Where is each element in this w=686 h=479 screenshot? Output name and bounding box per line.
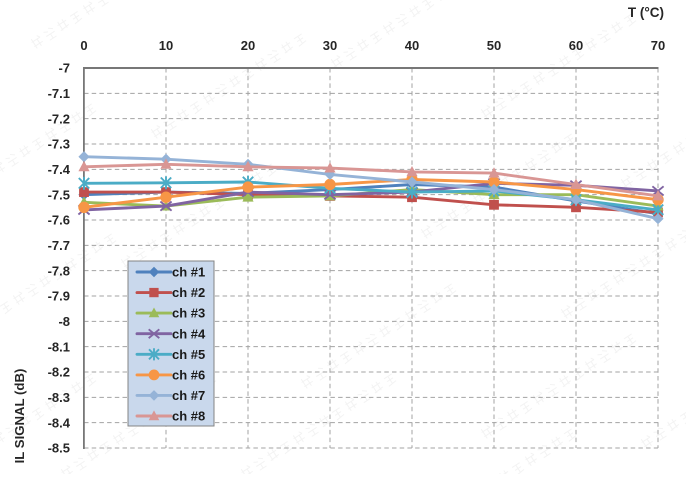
svg-text:30: 30: [323, 38, 337, 53]
svg-text:ch #6: ch #6: [172, 368, 205, 383]
svg-text:-8.2: -8.2: [48, 365, 70, 380]
svg-text:70: 70: [651, 38, 665, 53]
svg-text:T (°C): T (°C): [628, 5, 664, 20]
svg-text:-8.4: -8.4: [48, 415, 71, 430]
svg-text:-7.4: -7.4: [48, 162, 71, 177]
svg-text:-8.3: -8.3: [48, 390, 70, 405]
svg-text:40: 40: [405, 38, 419, 53]
svg-text:20: 20: [241, 38, 255, 53]
svg-text:-7.8: -7.8: [48, 263, 70, 278]
svg-text:IL SIGNAL (dB): IL SIGNAL (dB): [12, 369, 27, 464]
svg-text:-7.6: -7.6: [48, 213, 70, 228]
svg-text:ch #7: ch #7: [172, 388, 205, 403]
svg-text:0: 0: [80, 38, 87, 53]
svg-text:-7.9: -7.9: [48, 289, 70, 304]
svg-text:50: 50: [487, 38, 501, 53]
svg-text:ch #8: ch #8: [172, 409, 205, 424]
svg-text:-7.7: -7.7: [48, 238, 70, 253]
svg-text:-8.5: -8.5: [48, 441, 70, 456]
svg-text:-7.1: -7.1: [48, 86, 70, 101]
svg-text:-7.5: -7.5: [48, 187, 70, 202]
svg-text:ch #1: ch #1: [172, 265, 205, 280]
svg-text:ch #2: ch #2: [172, 285, 205, 300]
svg-text:10: 10: [159, 38, 173, 53]
svg-text:ch #4: ch #4: [172, 326, 206, 341]
svg-text:-7: -7: [58, 61, 70, 76]
svg-text:ch #3: ch #3: [172, 306, 205, 321]
svg-text:-7.3: -7.3: [48, 137, 70, 152]
svg-text:-8.1: -8.1: [48, 339, 70, 354]
svg-text:ch #5: ch #5: [172, 347, 205, 362]
svg-text:60: 60: [569, 38, 583, 53]
svg-text:-7.2: -7.2: [48, 111, 70, 126]
svg-text:-8: -8: [58, 314, 70, 329]
